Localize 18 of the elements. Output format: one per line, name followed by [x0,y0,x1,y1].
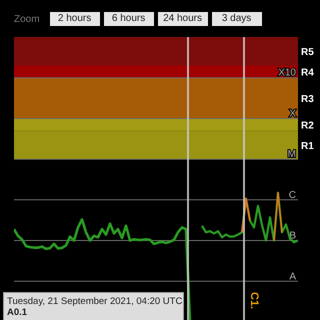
band-label: R2 [301,120,314,132]
band-label: R5 [301,47,314,58]
annotation: C1. [248,292,260,310]
ref-line-label: X [289,108,296,120]
text: Zoom [14,14,40,24]
text: 6 hours [104,12,154,26]
text: 2 hours [50,12,100,26]
text: 24 hours [158,12,208,26]
text: 3 days [212,12,262,26]
ref-line-label: M [288,149,296,160]
ref-line-label: C [288,190,296,201]
ref-line-label: A [289,271,296,282]
band-label: R1 [301,140,314,152]
annotation: A0.1 [7,307,28,318]
band-label: R4 [301,68,314,79]
annotation: Tuesday, 21 September 2021, 04:20 UTC [7,296,182,307]
band-label: R3 [301,94,314,106]
ref-line-label: X10 [278,68,296,79]
